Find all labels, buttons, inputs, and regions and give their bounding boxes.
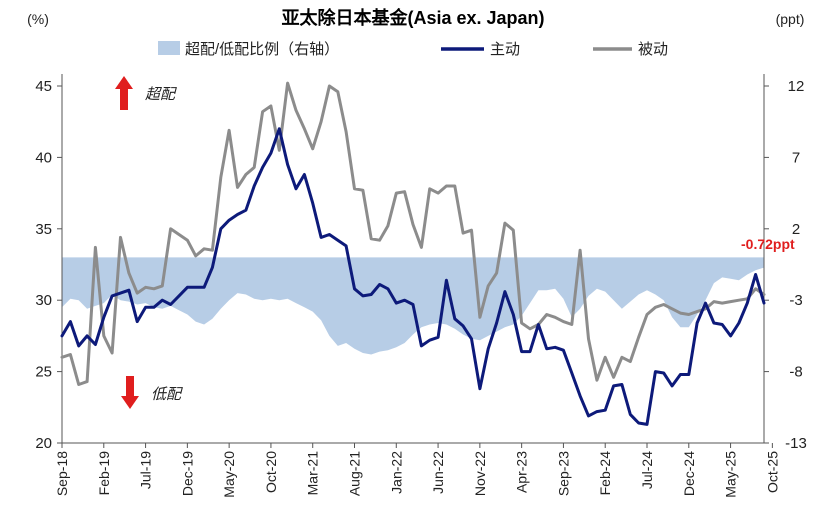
x-tick-label: Jun-22 [430, 451, 446, 494]
legend-label-ratio: 超配/低配比例（右轴） [185, 41, 339, 58]
left-tick-label: 45 [35, 78, 52, 95]
x-tick-label: Aug-21 [347, 451, 363, 496]
x-tick-label: Jan-22 [388, 451, 404, 494]
x-tick-label: Jul-19 [138, 451, 154, 489]
axes-layer: 20 25 30 35 40 45 -13 -8 -3 2 7 12 Sep-18 Feb-19 Jul-1… [35, 74, 807, 498]
x-tick-label: Nov-22 [472, 451, 488, 496]
x-tick-label: May-20 [221, 451, 237, 498]
underweight-label: 低配 [151, 386, 183, 403]
x-tick-label: Sep-23 [555, 451, 571, 496]
x-tick-label: Dec-24 [681, 451, 697, 496]
x-tick-label: May-25 [723, 451, 739, 498]
down-arrow-icon [121, 376, 139, 409]
overweight-annotation: 超配 [115, 76, 177, 110]
x-tick-label: Mar-21 [305, 451, 321, 496]
legend: 超配/低配比例（右轴） 主动 被动 [158, 41, 668, 58]
chart-title: 亚太除日本基金(Asia ex. Japan) [281, 7, 544, 28]
last-value-callout: -0.72ppt [741, 236, 795, 252]
left-tick-label: 20 [35, 435, 52, 452]
up-arrow-icon [115, 76, 133, 110]
right-tick-label: 7 [792, 149, 800, 166]
x-tick-label: Jul-24 [639, 451, 655, 489]
legend-label-active: 主动 [490, 41, 520, 58]
series-line-layer [60, 81, 766, 426]
x-tick-label: Feb-24 [597, 451, 613, 496]
left-tick-label: 40 [35, 149, 52, 166]
right-tick-label: -13 [785, 435, 807, 452]
left-tick-label: 25 [35, 364, 52, 381]
left-axis-unit: (%) [27, 11, 49, 27]
right-tick-label: 12 [788, 78, 805, 95]
legend-label-passive: 被动 [638, 41, 668, 58]
x-tick-label: Sep-18 [54, 451, 70, 496]
underweight-annotation: 低配 [121, 376, 183, 409]
x-tick-label: Oct-25 [764, 451, 780, 493]
right-tick-label: -8 [789, 364, 802, 381]
overweight-label: 超配 [145, 86, 177, 103]
x-tick-label: Oct-20 [263, 451, 279, 493]
x-tick-label: Dec-19 [179, 451, 195, 496]
left-tick-label: 30 [35, 292, 52, 309]
left-tick-label: 35 [35, 221, 52, 238]
active-line [60, 127, 766, 426]
legend-swatch-ratio [158, 41, 180, 55]
passive-line [60, 81, 766, 386]
right-tick-label: 2 [792, 221, 800, 238]
right-axis-unit: (ppt) [776, 11, 805, 27]
right-tick-label: -3 [789, 292, 802, 309]
x-tick-label: Apr-23 [514, 451, 530, 493]
x-tick-label: Feb-19 [96, 451, 112, 496]
